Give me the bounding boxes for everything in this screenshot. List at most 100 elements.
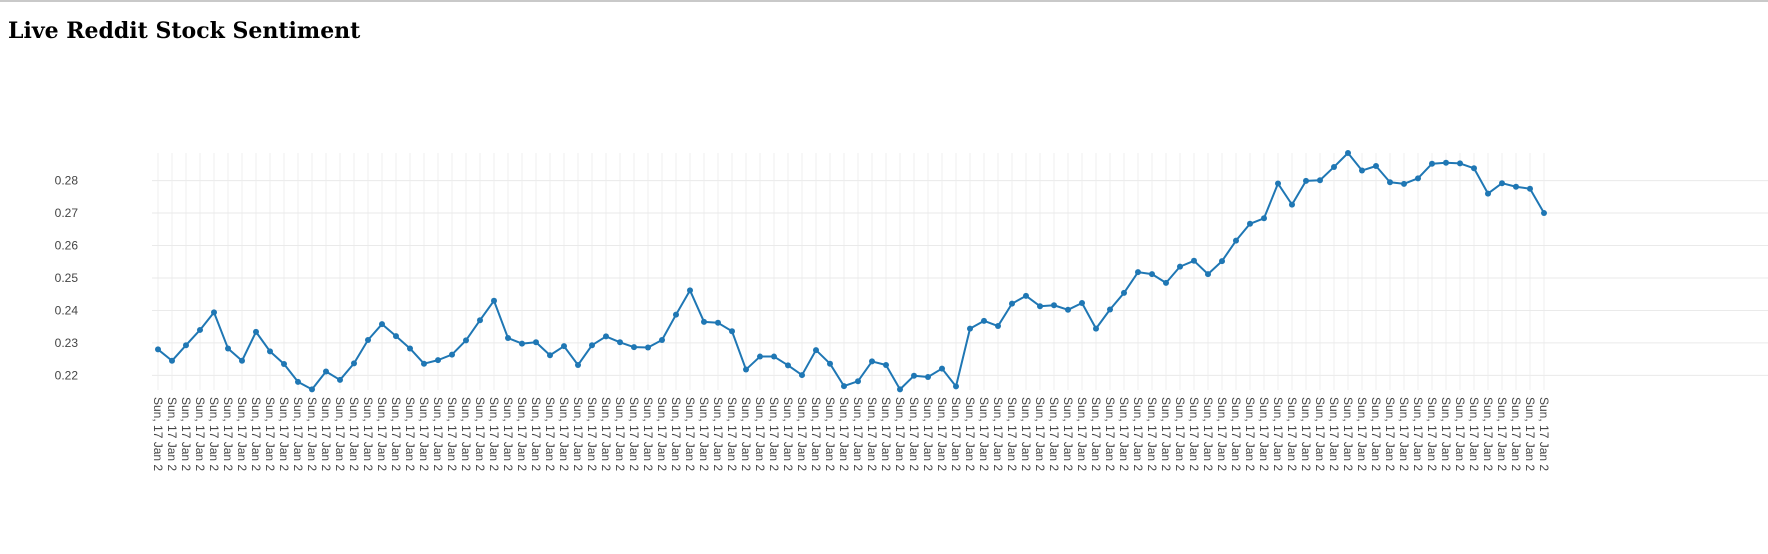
x-tick-label: Sun, 17 Jan 2 bbox=[1131, 397, 1145, 471]
x-tick-label: Sun, 17 Jan 2 bbox=[375, 397, 389, 471]
x-tick-label: Sun, 17 Jan 2 bbox=[333, 397, 347, 471]
x-tick-label: Sun, 17 Jan 2 bbox=[1243, 397, 1257, 471]
x-tick-label: Sun, 17 Jan 2 bbox=[1523, 397, 1537, 471]
x-tick-label: Sun, 17 Jan 2 bbox=[697, 397, 711, 471]
data-point bbox=[953, 383, 959, 390]
data-point bbox=[155, 346, 161, 353]
x-tick-label: Sun, 17 Jan 2 bbox=[417, 397, 431, 471]
x-tick-label: Sun, 17 Jan 2 bbox=[1047, 397, 1061, 471]
x-tick-label: Sun, 17 Jan 2 bbox=[179, 397, 193, 471]
data-point bbox=[309, 386, 315, 393]
x-tick-label: Sun, 17 Jan 2 bbox=[1089, 397, 1103, 471]
data-point bbox=[631, 344, 637, 351]
data-point bbox=[1513, 183, 1519, 190]
x-tick-label: Sun, 17 Jan 2 bbox=[1397, 397, 1411, 471]
x-tick-label: Sun, 17 Jan 2 bbox=[683, 397, 697, 471]
x-tick-label: Sun, 17 Jan 2 bbox=[1453, 397, 1467, 471]
data-point bbox=[1289, 201, 1295, 208]
x-tick-label: Sun, 17 Jan 2 bbox=[1327, 397, 1341, 471]
data-point bbox=[1149, 271, 1155, 278]
x-tick-label: Sun, 17 Jan 2 bbox=[1173, 397, 1187, 471]
data-point bbox=[435, 357, 441, 364]
x-tick-label: Sun, 17 Jan 2 bbox=[1187, 397, 1201, 471]
x-tick-label: Sun, 17 Jan 2 bbox=[263, 397, 277, 471]
data-point bbox=[1541, 210, 1547, 217]
x-tick-label: Sun, 17 Jan 2 bbox=[823, 397, 837, 471]
data-point bbox=[1345, 150, 1351, 156]
x-tick-label: Sun, 17 Jan 2 bbox=[1201, 397, 1215, 471]
data-point bbox=[813, 347, 819, 354]
data-point bbox=[1471, 165, 1477, 172]
data-point bbox=[603, 333, 609, 340]
x-tick-label: Sun, 17 Jan 2 bbox=[557, 397, 571, 471]
data-point bbox=[799, 372, 805, 379]
x-tick-label: Sun, 17 Jan 2 bbox=[459, 397, 473, 471]
x-tick-label: Sun, 17 Jan 2 bbox=[1005, 397, 1019, 471]
x-tick-label: Sun, 17 Jan 2 bbox=[1341, 397, 1355, 471]
x-tick-label: Sun, 17 Jan 2 bbox=[487, 397, 501, 471]
data-point bbox=[1499, 180, 1505, 187]
x-tick-label: Sun, 17 Jan 2 bbox=[893, 397, 907, 471]
x-gridlines bbox=[157, 153, 1545, 390]
x-tick-label: Sun, 17 Jan 2 bbox=[1299, 397, 1313, 471]
data-point bbox=[351, 360, 357, 367]
x-tick-label: Sun, 17 Jan 2 bbox=[501, 397, 515, 471]
data-point bbox=[869, 358, 875, 365]
data-point bbox=[841, 383, 847, 390]
x-tick-label: Sun, 17 Jan 2 bbox=[347, 397, 361, 471]
y-tick-label: 0.27 bbox=[55, 206, 79, 220]
x-tick-label: Sun, 17 Jan 2 bbox=[361, 397, 375, 471]
x-tick-label: Sun, 17 Jan 2 bbox=[991, 397, 1005, 471]
data-point bbox=[323, 368, 329, 375]
data-point bbox=[1261, 215, 1267, 222]
x-tick-label: Sun, 17 Jan 2 bbox=[1355, 397, 1369, 471]
data-point bbox=[421, 360, 427, 367]
x-tick-label: Sun, 17 Jan 2 bbox=[851, 397, 865, 471]
data-point bbox=[617, 339, 623, 346]
data-point bbox=[267, 348, 273, 355]
x-tick-label: Sun, 17 Jan 2 bbox=[571, 397, 585, 471]
x-tick-label: Sun, 17 Jan 2 bbox=[599, 397, 613, 471]
x-tick-label: Sun, 17 Jan 2 bbox=[1509, 397, 1523, 471]
x-tick-label: Sun, 17 Jan 2 bbox=[151, 397, 165, 471]
data-point bbox=[1443, 159, 1449, 166]
data-point bbox=[1191, 257, 1197, 264]
data-point bbox=[1317, 177, 1323, 184]
data-point bbox=[379, 321, 385, 328]
page-title: Live Reddit Stock Sentiment bbox=[8, 18, 361, 44]
x-tick-label: Sun, 17 Jan 2 bbox=[641, 397, 655, 471]
x-tick-label: Sun, 17 Jan 2 bbox=[1411, 397, 1425, 471]
x-tick-label: Sun, 17 Jan 2 bbox=[977, 397, 991, 471]
data-point bbox=[1359, 167, 1365, 174]
data-point bbox=[645, 344, 651, 351]
x-tick-label: Sun, 17 Jan 2 bbox=[445, 397, 459, 471]
data-point bbox=[939, 365, 945, 372]
data-point bbox=[561, 343, 567, 350]
series-points bbox=[155, 150, 1547, 393]
x-tick-label: Sun, 17 Jan 2 bbox=[305, 397, 319, 471]
x-tick-label: Sun, 17 Jan 2 bbox=[431, 397, 445, 471]
data-point bbox=[1457, 160, 1463, 167]
x-tick-label: Sun, 17 Jan 2 bbox=[837, 397, 851, 471]
x-tick-label: Sun, 17 Jan 2 bbox=[1061, 397, 1075, 471]
x-tick-label: Sun, 17 Jan 2 bbox=[655, 397, 669, 471]
data-point bbox=[1177, 263, 1183, 270]
y-tick-label: 0.25 bbox=[55, 271, 79, 285]
data-point bbox=[673, 311, 679, 318]
data-point bbox=[659, 337, 665, 344]
x-tick-label: Sun, 17 Jan 2 bbox=[935, 397, 949, 471]
data-point bbox=[1429, 160, 1435, 167]
y-gridlines bbox=[152, 180, 1768, 376]
data-point bbox=[519, 340, 525, 347]
data-point bbox=[169, 357, 175, 364]
data-point bbox=[589, 342, 595, 349]
data-point bbox=[715, 319, 721, 326]
data-point bbox=[197, 326, 203, 333]
data-point bbox=[1051, 302, 1057, 309]
y-tick-label: 0.28 bbox=[55, 174, 79, 188]
data-point bbox=[687, 287, 693, 294]
x-tick-label: Sun, 17 Jan 2 bbox=[1271, 397, 1285, 471]
data-point bbox=[883, 362, 889, 369]
data-point bbox=[1205, 271, 1211, 278]
